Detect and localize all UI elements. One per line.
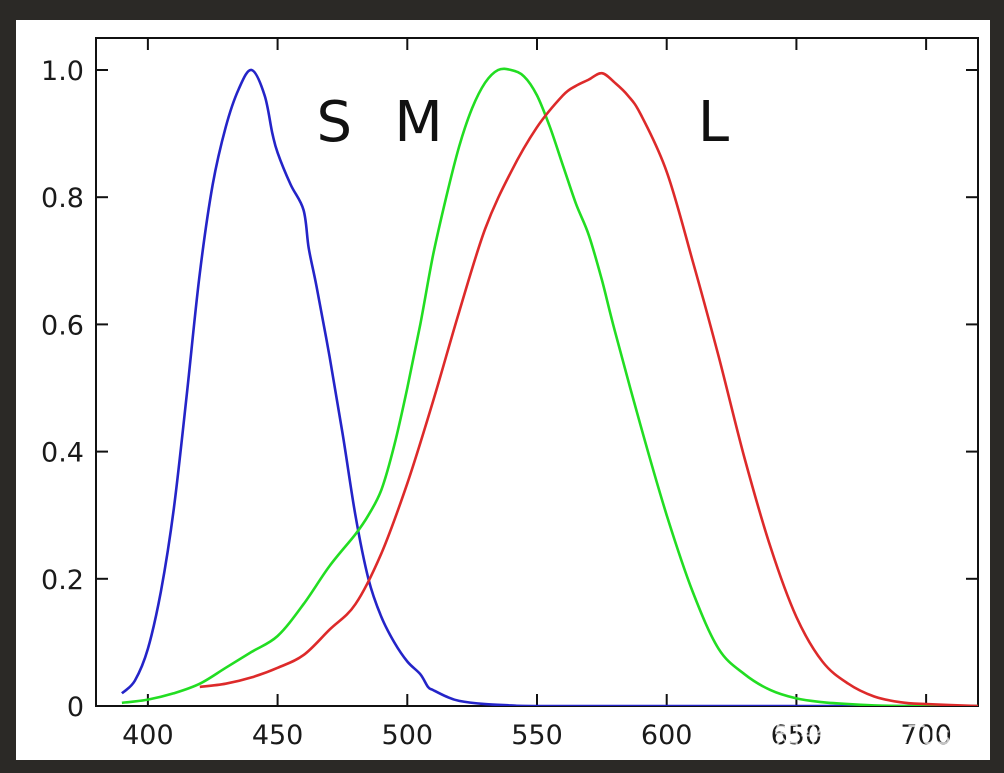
y-tick-label: 0.8 <box>41 183 84 214</box>
y-tick-label: 0.6 <box>41 310 84 341</box>
y-tick-label: 0 <box>67 692 84 723</box>
chart: 400 450 500 550 600 650 700 0 0.2 0.4 0.6 0.8 1.0 S M L… <box>41 37 979 751</box>
x-tick-label: 700 <box>900 720 952 751</box>
y-tick-label: 0.2 <box>41 565 84 596</box>
series-line-m <box>121 67 978 706</box>
plot-frame <box>95 37 979 707</box>
series-label-l: L <box>698 90 729 155</box>
series-line-s <box>121 68 978 706</box>
y-tick-label: 0.4 <box>41 438 84 469</box>
x-tick-label: 500 <box>382 720 434 751</box>
watermark-text: 知乎 @TheTus <box>774 721 951 751</box>
x-tick-label: 400 <box>122 720 174 751</box>
series-label-m: M <box>394 90 442 155</box>
chart-panel: 400 450 500 550 600 650 700 0 0.2 0.4 0.6 0.8 1.0 S M L… <box>16 20 990 760</box>
x-tick-label: 550 <box>511 720 563 751</box>
series-line-l <box>199 71 978 706</box>
x-tick-label: 650 <box>771 720 823 751</box>
y-tick-label: 1.0 <box>41 56 84 87</box>
series-label-s: S <box>317 90 353 155</box>
x-tick-label: 450 <box>252 720 304 751</box>
x-tick-label: 600 <box>641 720 693 751</box>
